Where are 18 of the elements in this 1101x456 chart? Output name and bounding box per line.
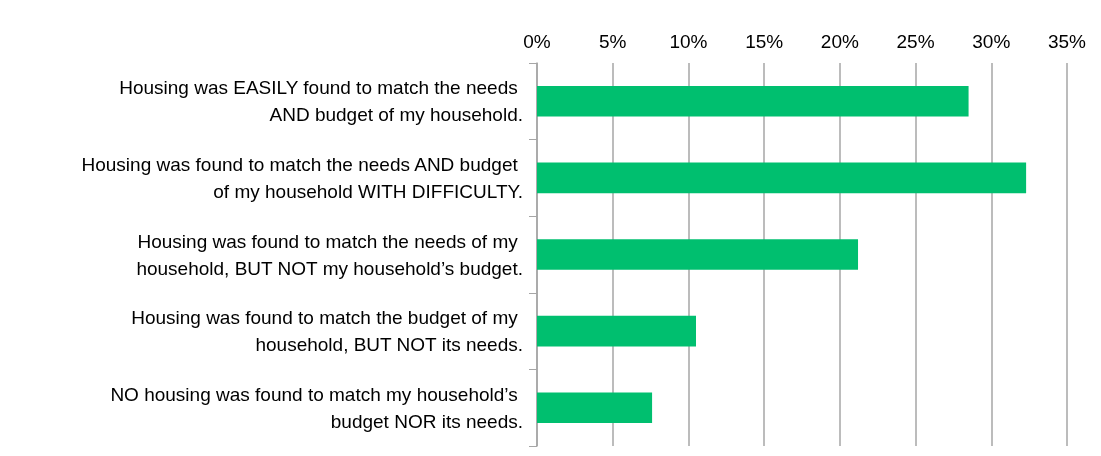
x-tick-label: 20% [820,31,859,52]
x-tick-label: 35% [1047,31,1087,52]
y-tick-label: Housing was found to match the budget of my household, BUT NOT its needs. [131,307,523,356]
bar [537,162,1027,194]
x-tick-label: 5% [598,31,627,52]
bar [537,239,859,270]
x-tick-label: 10% [669,31,708,52]
y-tick-label: Housing was EASILY found to match the needs AND budget of my household. [119,77,523,126]
bar [537,392,653,424]
bar [537,85,969,117]
x-tick-label: 25% [896,31,935,52]
y-tick-label: NO housing was found to match my household’s budget NOR its needs. [110,383,523,432]
x-tick-label: 15% [745,31,784,52]
x-tick-label: 0% [523,31,551,52]
bar [537,315,696,347]
x-tick-label: 30% [972,31,1011,52]
y-tick-label: Housing was found to match the needs of my household, BUT NOT my household’s budget. [136,230,523,279]
y-tick-label: Housing was found to match the needs AND budget of my household WITH DIFFICULTY. [81,153,523,202]
